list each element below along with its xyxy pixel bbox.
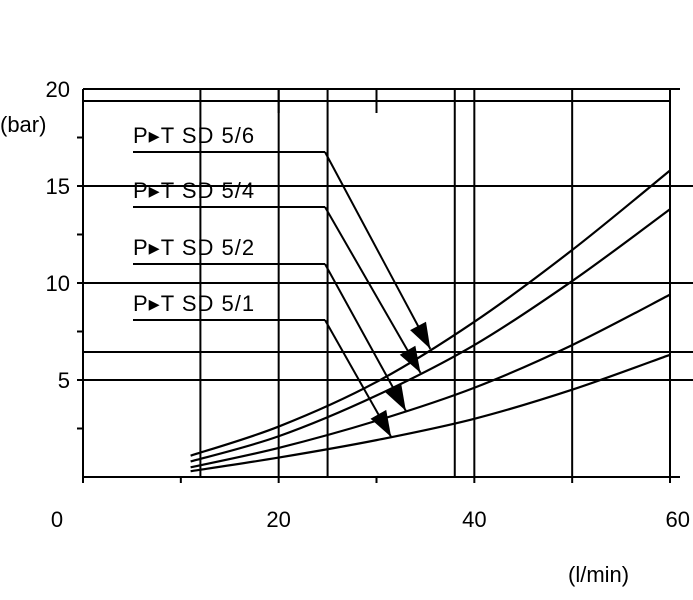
x-tick-label: 60 <box>666 507 690 532</box>
arrow-head <box>399 345 421 373</box>
series-label-2: P▸T SD 5/4 <box>133 178 255 203</box>
curves <box>190 169 671 473</box>
axes <box>77 88 680 483</box>
tick-labels: 5 10 15 20 0 20 40 60 <box>46 77 690 532</box>
y-tick-label: 20 <box>46 77 70 102</box>
series-line-3 <box>190 293 671 469</box>
y-axis-label: (bar) <box>0 112 46 137</box>
leader-line <box>324 263 407 412</box>
arrow-head <box>410 321 431 349</box>
leader-line <box>324 206 422 374</box>
x-tick-label: 40 <box>462 507 486 532</box>
y-tick-label: 10 <box>46 271 70 296</box>
series-line-1 <box>190 169 671 457</box>
x-tick-label: 20 <box>266 507 290 532</box>
series-label-1: P▸T SD 5/6 <box>133 123 255 148</box>
series-labels: P▸T SD 5/6 P▸T SD 5/4 P▸T SD 5/2 P▸T SD 5/1 <box>133 123 432 438</box>
series-line-4 <box>190 353 671 473</box>
series-label-3: P▸T SD 5/2 <box>133 235 255 260</box>
arrow-head <box>370 409 392 437</box>
x-tick-label: 0 <box>51 507 63 532</box>
y-tick-label: 15 <box>46 174 70 199</box>
series-line-2 <box>190 208 671 463</box>
leader-line <box>324 151 432 350</box>
x-axis-label: (l/min) <box>568 562 629 587</box>
arrow-head <box>385 383 406 411</box>
series-label-4: P▸T SD 5/1 <box>133 291 255 316</box>
y-tick-label: 5 <box>58 368 70 393</box>
